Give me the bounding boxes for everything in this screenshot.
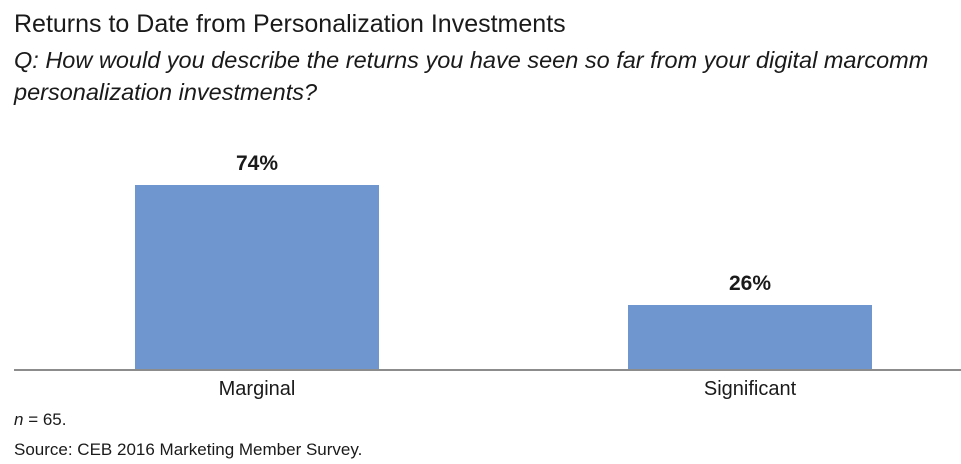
source-note: Source: CEB 2016 Marketing Member Survey… xyxy=(14,440,363,459)
sample-size-note: n = 65. xyxy=(14,409,66,431)
data-label-marginal: 74% xyxy=(236,152,278,175)
category-label-marginal: Marginal xyxy=(219,378,296,400)
bars-layer xyxy=(135,185,872,370)
category-label-significant: Significant xyxy=(704,378,797,400)
bar-marginal xyxy=(135,185,379,370)
data-labels-layer: 74% 26% xyxy=(236,152,771,295)
bar-significant xyxy=(628,305,872,370)
chart-subtitle: Q: How would you describe the returns yo… xyxy=(14,47,929,105)
sample-size-value: = 65. xyxy=(23,410,67,429)
category-labels-layer: Marginal Significant xyxy=(219,378,797,400)
sample-size-label: n xyxy=(14,410,24,429)
data-label-significant: 26% xyxy=(729,272,771,295)
chart-title: Returns to Date from Personalization Inv… xyxy=(14,10,566,38)
